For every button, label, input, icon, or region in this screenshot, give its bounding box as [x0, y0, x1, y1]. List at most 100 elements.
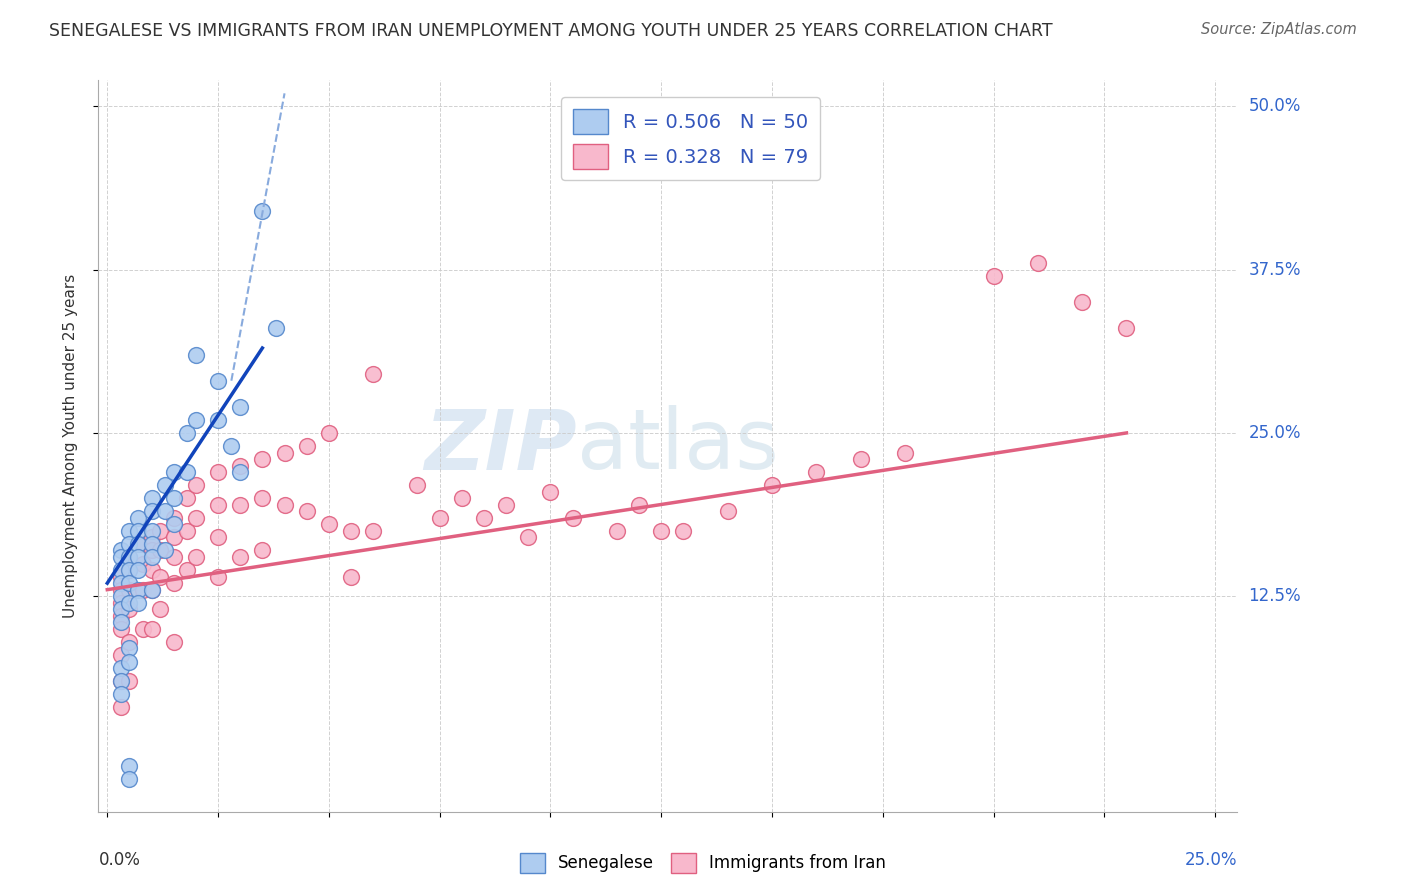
Point [149, 602, 172, 616]
Point [1071, 295, 1094, 310]
Point [118, 674, 141, 689]
Point [127, 549, 149, 564]
Point [184, 511, 207, 525]
Point [110, 563, 132, 577]
Point [141, 563, 163, 577]
Point [894, 445, 917, 459]
Point [176, 563, 198, 577]
Point [1115, 321, 1137, 335]
Point [273, 445, 295, 459]
Point [149, 569, 172, 583]
Point [207, 569, 229, 583]
Point [429, 511, 451, 525]
Point [184, 348, 207, 362]
Point [141, 491, 163, 506]
Point [672, 524, 695, 538]
Point [561, 511, 583, 525]
Point [761, 478, 783, 492]
Point [184, 549, 207, 564]
Point [118, 641, 141, 656]
Point [318, 425, 340, 440]
Point [628, 498, 651, 512]
Point [127, 582, 149, 597]
Point [163, 549, 186, 564]
Point [127, 596, 149, 610]
Point [517, 530, 540, 544]
Text: atlas: atlas [576, 406, 779, 486]
Point [141, 582, 163, 597]
Point [110, 661, 132, 675]
Point [176, 491, 198, 506]
Point [110, 615, 132, 630]
Point [141, 504, 163, 518]
Point [207, 374, 229, 388]
Point [252, 491, 274, 506]
Point [606, 524, 628, 538]
Point [110, 576, 132, 591]
Point [118, 602, 141, 616]
Point [318, 517, 340, 532]
Point [118, 635, 141, 649]
Point [163, 530, 186, 544]
Point [118, 549, 141, 564]
Y-axis label: Unemployment Among Youth under 25 years: Unemployment Among Youth under 25 years [63, 274, 77, 618]
Point [132, 537, 155, 551]
Point [118, 549, 141, 564]
Point [153, 504, 176, 518]
Point [252, 203, 274, 218]
Text: 0.0%: 0.0% [98, 851, 141, 869]
Point [273, 498, 295, 512]
Point [538, 484, 561, 499]
Point [252, 452, 274, 467]
Point [295, 504, 318, 518]
Point [163, 511, 186, 525]
Point [207, 465, 229, 479]
Point [176, 524, 198, 538]
Point [406, 478, 429, 492]
Point [229, 458, 252, 473]
Point [132, 582, 155, 597]
Point [141, 622, 163, 636]
Point [806, 465, 828, 479]
Point [110, 589, 132, 603]
Point [118, 563, 141, 577]
Point [163, 517, 186, 532]
Point [472, 511, 495, 525]
Point [110, 608, 132, 623]
Point [110, 569, 132, 583]
Point [983, 269, 1005, 284]
Point [340, 524, 363, 538]
Point [163, 465, 186, 479]
Point [118, 759, 141, 773]
Point [118, 537, 141, 551]
Point [110, 700, 132, 714]
Point [229, 400, 252, 414]
Legend: R = 0.506   N = 50, R = 0.328   N = 79: R = 0.506 N = 50, R = 0.328 N = 79 [561, 97, 820, 180]
Point [650, 524, 672, 538]
Point [110, 596, 132, 610]
Point [118, 582, 141, 597]
Text: SENEGALESE VS IMMIGRANTS FROM IRAN UNEMPLOYMENT AMONG YOUTH UNDER 25 YEARS CORRE: SENEGALESE VS IMMIGRANTS FROM IRAN UNEMP… [49, 22, 1053, 40]
Point [184, 413, 207, 427]
Point [361, 524, 384, 538]
Point [849, 452, 872, 467]
Point [110, 622, 132, 636]
Point [163, 491, 186, 506]
Point [110, 582, 132, 597]
Text: 50.0%: 50.0% [1249, 97, 1301, 115]
Point [110, 648, 132, 662]
Point [207, 530, 229, 544]
Point [153, 478, 176, 492]
Point [141, 530, 163, 544]
Point [118, 655, 141, 669]
Point [1026, 256, 1049, 270]
Point [229, 549, 252, 564]
Point [118, 596, 141, 610]
Point [127, 563, 149, 577]
Point [176, 425, 198, 440]
Point [207, 498, 229, 512]
Point [141, 549, 163, 564]
Point [141, 543, 163, 558]
Point [132, 557, 155, 571]
Text: 25.0%: 25.0% [1185, 851, 1237, 869]
